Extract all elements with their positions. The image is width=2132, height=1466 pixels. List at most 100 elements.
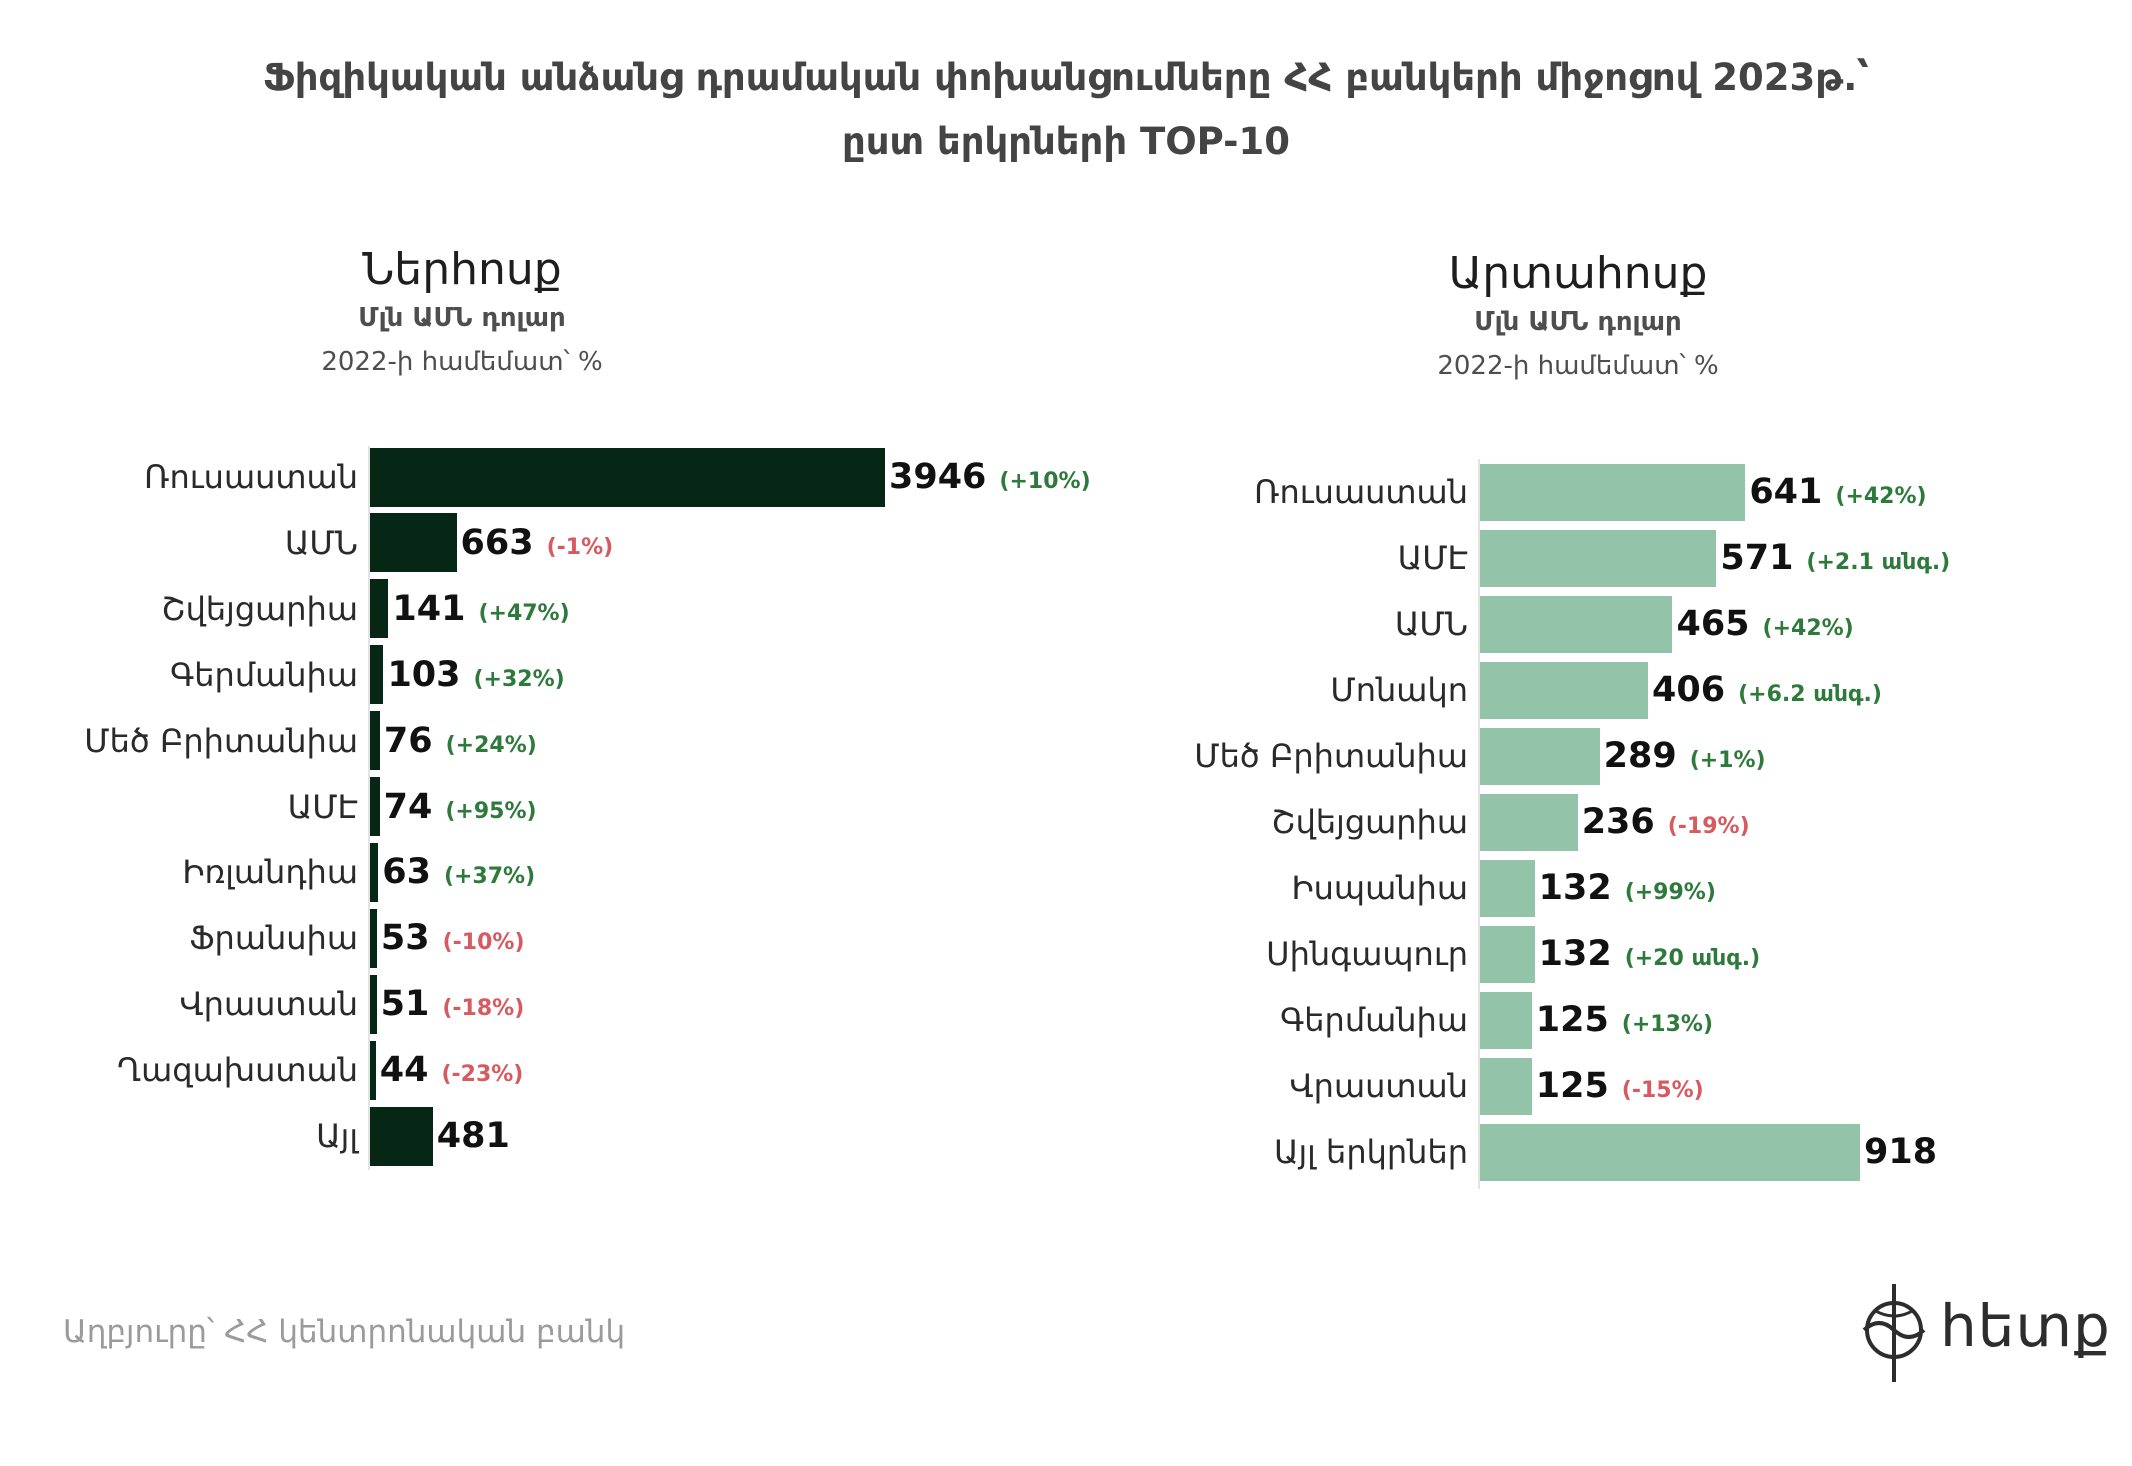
inflow-category-label: Այլ [316, 1117, 358, 1155]
inflow-value-label: 63 [382, 852, 431, 893]
inflow-category-label: Մեծ Բրիտանիա [84, 721, 358, 760]
page-title-line-1: Ֆիզիկական անձանց դրամական փոխանցումները … [263, 56, 1869, 99]
outflow-category-label: Իսպանիա [1291, 869, 1468, 907]
outflow-value-label: 571 [1720, 538, 1794, 578]
inflow-data-label: 53 (-10%) [381, 918, 525, 958]
inflow-value-label: 481 [436, 1116, 510, 1156]
outflow-value-label: 289 [1603, 736, 1677, 776]
outflow-chart-title: Արտահոսք [1448, 248, 1708, 299]
inflow-category-label: Իռլանդիա [182, 853, 358, 892]
outflow-value-label: 406 [1652, 670, 1726, 710]
inflow-change-label: (+32%) [473, 666, 565, 692]
inflow-data-label: 51 (-18%) [381, 984, 525, 1024]
inflow-bar [370, 447, 885, 507]
inflow-category-label: Ֆրանսիա [189, 919, 358, 958]
inflow-value-label: 3946 [889, 457, 987, 497]
inflow-value-label: 74 [383, 786, 433, 827]
outflow-change-label: (-15%) [1621, 1078, 1704, 1103]
inflow-category-label: Գերմանիա [170, 655, 358, 694]
inflow-axis-line [368, 446, 370, 1170]
inflow-change-label: (+47%) [478, 600, 570, 626]
inflow-chart-note: 2022-ի համեմատ՝ % [321, 346, 603, 377]
inflow-bar [370, 579, 389, 639]
inflow-change-label: (+24%) [445, 732, 537, 758]
inflow-change-label: (+95%) [445, 798, 537, 824]
outflow-change-label: (+13%) [1621, 1012, 1713, 1037]
outflow-category-label: Այլ երկրներ [1273, 1133, 1468, 1171]
inflow-data-label: 103 (+32%) [387, 655, 564, 695]
outflow-category-label: Սինգապուր [1266, 935, 1468, 973]
outflow-chart-header: Արտահոսք Մլն ԱՄՆ դոլար 2022-ի համեմատ՝ % [1258, 248, 1898, 381]
inflow-value-label: 141 [392, 588, 466, 629]
outflow-change-label: (+2.1 անգ.) [1806, 550, 1951, 575]
inflow-bar [370, 513, 457, 573]
outflow-change-label: (+99%) [1624, 880, 1716, 905]
outflow-bar [1480, 1123, 1860, 1181]
outflow-bar [1480, 859, 1535, 917]
inflow-category-label: ԱՄՆ [284, 523, 358, 562]
outflow-category-label: Ռուսաստան [1254, 473, 1468, 511]
outflow-chart-note: 2022-ի համեմատ՝ % [1437, 350, 1719, 381]
outflow-value-label: 132 [1538, 934, 1612, 974]
inflow-change-label: (-10%) [442, 930, 525, 956]
outflow-category-label: ԱՄՆ [1394, 605, 1468, 643]
inflow-data-label: 63 (+37%) [382, 852, 535, 892]
inflow-chart-title: Ներհոսք [362, 244, 562, 295]
inflow-category-label: Ղազախստան [116, 1051, 358, 1090]
outflow-data-label: 641 (+42%) [1749, 472, 1926, 512]
inflow-change-label: (-23%) [441, 1062, 524, 1088]
outflow-data-label: 571 (+2.1 անգ.) [1720, 538, 1950, 578]
inflow-change-label: (-1%) [546, 534, 614, 560]
inflow-bar [370, 1106, 433, 1166]
outflow-bar [1480, 595, 1673, 653]
source-note: Աղբյուրը՝ ՀՀ կենտրոնական բանկ [63, 1314, 626, 1350]
outflow-category-label: Գերմանիա [1280, 1001, 1468, 1039]
outflow-bar [1480, 1057, 1532, 1115]
outflow-axis-line [1478, 459, 1480, 1189]
inflow-data-label: 76 (+24%) [384, 721, 537, 761]
outflow-data-label: 406 (+6.2 անգ.) [1652, 670, 1882, 710]
inflow-bar [370, 842, 379, 902]
outflow-data-label: 125 (-15%) [1536, 1066, 1704, 1106]
inflow-value-label: 53 [380, 918, 430, 959]
outflow-change-label: (-19%) [1667, 814, 1750, 839]
inflow-bar [370, 908, 377, 968]
outflow-value-label: 918 [1864, 1132, 1938, 1172]
outflow-bar [1480, 661, 1649, 719]
outflow-category-label: Վրաստան [1289, 1067, 1468, 1105]
inflow-change-label: (-18%) [442, 996, 525, 1022]
outflow-value-label: 132 [1538, 868, 1612, 908]
page-title-line-2: ըստ երկրների TOP-10 [842, 120, 1290, 163]
inflow-category-label: Շվեյցարիա [161, 589, 358, 628]
outflow-change-label: (+6.2 անգ.) [1738, 682, 1882, 707]
inflow-value-label: 663 [460, 522, 534, 563]
outflow-data-label: 236 (-19%) [1582, 802, 1750, 842]
outflow-category-label: Շվեյցարիա [1271, 803, 1468, 841]
outflow-category-label: Մեծ Բրիտանիա [1194, 737, 1468, 775]
inflow-bar [370, 1040, 376, 1100]
inflow-value-label: 103 [387, 654, 461, 695]
inflow-change-label: (+10%) [999, 469, 1091, 494]
outflow-value-label: 236 [1581, 802, 1655, 842]
logo-wordmark: հետք [1940, 1292, 2111, 1360]
inflow-data-label: 3946 (+10%) [889, 457, 1091, 497]
outflow-bar [1480, 463, 1746, 521]
outflow-change-label: (+42%) [1762, 616, 1854, 641]
inflow-data-label: 663 (-1%) [461, 523, 614, 563]
inflow-bar [370, 777, 380, 836]
outflow-chart-unit: Մլն ԱՄՆ դոլար [1474, 306, 1682, 337]
outflow-bar [1480, 727, 1600, 785]
outflow-value-label: 125 [1535, 1066, 1609, 1106]
inflow-chart-header: Ներհոսք Մլն ԱՄՆ դոլար 2022-ի համեմատ՝ % [142, 244, 782, 377]
outflow-bar [1480, 793, 1578, 851]
outflow-data-label: 132 (+20 անգ.) [1539, 934, 1761, 974]
outflow-data-label: 465 (+42%) [1676, 604, 1853, 644]
inflow-value-label: 76 [383, 720, 433, 761]
inflow-value-label: 51 [380, 984, 430, 1025]
inflow-bar [370, 711, 380, 771]
outflow-data-label: 918 [1864, 1132, 1937, 1172]
inflow-bar [370, 645, 384, 705]
hetq-logo: հետք [1858, 1278, 2110, 1388]
inflow-change-label: (+37%) [443, 864, 536, 890]
outflow-change-label: (+1%) [1689, 748, 1766, 773]
